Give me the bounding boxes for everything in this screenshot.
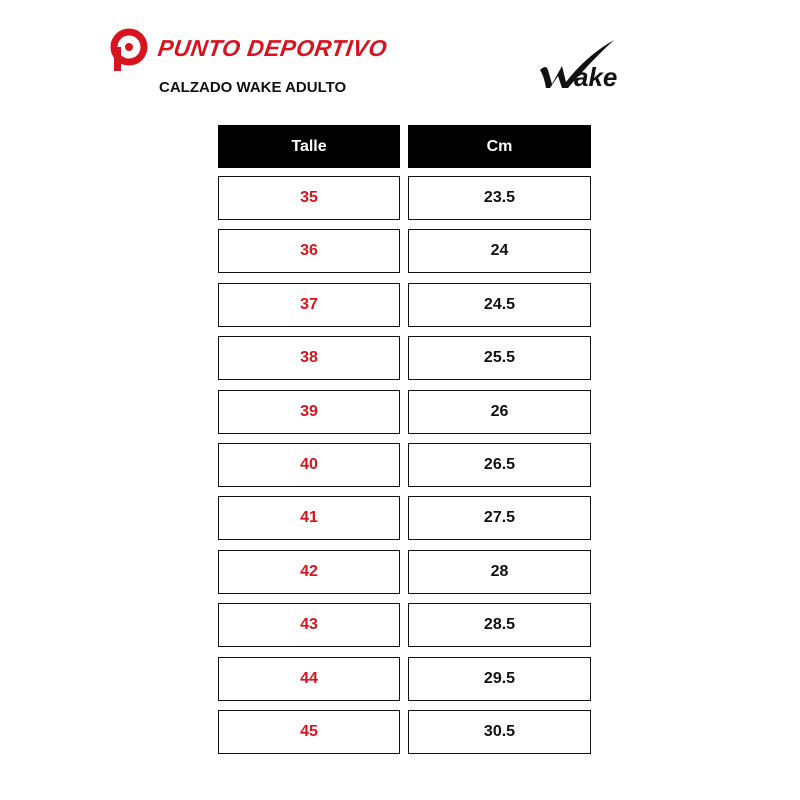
table-cell-cm: 27.5	[408, 496, 591, 541]
table-cell-cm: 28	[408, 549, 591, 594]
table-cell-talle: 41	[218, 496, 400, 541]
table-cell-talle: 44	[218, 656, 400, 701]
table-cell-cm: 24	[408, 229, 591, 274]
header-cm: Cm	[408, 125, 591, 168]
table-cell-cm: 28.5	[408, 603, 591, 648]
table-cell-cm: 26.5	[408, 443, 591, 487]
header-talle: Talle	[218, 125, 400, 168]
table-cell-talle: 40	[218, 443, 400, 487]
table-cell-talle: 37	[218, 282, 400, 327]
wake-logo: ake	[540, 40, 617, 92]
table-cell-cm: 26	[408, 389, 591, 434]
table-cell-talle: 42	[218, 549, 400, 594]
table-cell-talle: 35	[218, 176, 400, 220]
punto-deportivo-logo-icon	[110, 28, 148, 71]
table-cell-talle: 43	[218, 603, 400, 648]
page-subtitle: CALZADO WAKE ADULTO	[159, 79, 347, 96]
svg-text:ake: ake	[574, 62, 617, 92]
table-cell-cm: 25.5	[408, 336, 591, 381]
table-cell-cm: 23.5	[408, 176, 591, 220]
brand-name: PUNTO DEPORTIVO	[156, 35, 389, 61]
table-cell-cm: 30.5	[408, 710, 591, 754]
table-cell-talle: 45	[218, 710, 400, 754]
table-cell-cm: 24.5	[408, 282, 591, 327]
table-cell-talle: 36	[218, 229, 400, 274]
table-cell-talle: 39	[218, 389, 400, 434]
table-cell-cm: 29.5	[408, 656, 591, 701]
table-cell-talle: 38	[218, 336, 400, 381]
